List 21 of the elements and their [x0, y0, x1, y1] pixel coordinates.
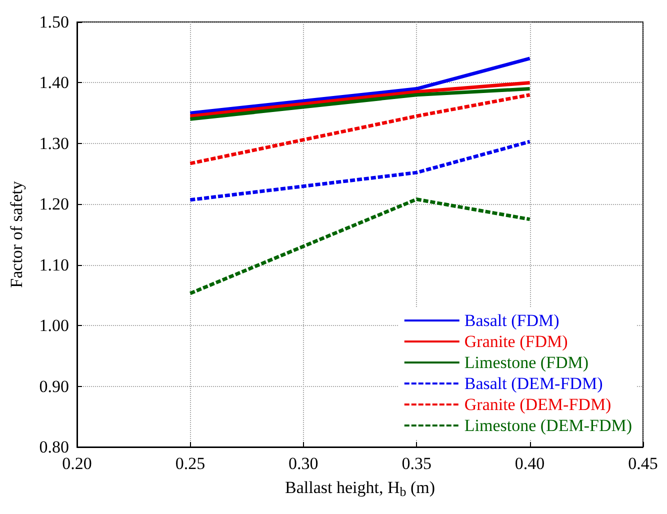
- legend-label: Basalt (DEM-FDM): [464, 374, 603, 393]
- y-tick-label: 0.90: [39, 376, 69, 396]
- x-tick-label: 0.30: [288, 454, 318, 473]
- y-tick-label: 0.80: [39, 438, 69, 456]
- x-tick-label: 0.40: [514, 454, 545, 473]
- legend-label: Limestone (DEM-FDM): [464, 416, 632, 435]
- y-tick-label: 1.10: [39, 255, 69, 274]
- legend-label: Limestone (FDM): [464, 353, 589, 372]
- x-tick-label: 0.25: [175, 454, 206, 473]
- legend-label: Granite (FDM): [464, 332, 568, 351]
- legend-label: Basalt (FDM): [464, 311, 560, 330]
- y-tick-label: 1.00: [39, 316, 69, 336]
- y-axis-title: Factor of safety: [7, 180, 26, 288]
- y-tick-label: 1.30: [39, 134, 69, 153]
- x-tick-label: 0.20: [62, 454, 92, 473]
- x-tick-label: 0.35: [402, 454, 432, 473]
- y-tick-label: 1.40: [39, 73, 69, 92]
- y-tick-label: 1.50: [39, 12, 69, 32]
- y-tick-label: 1.20: [39, 194, 69, 214]
- legend-label: Granite (DEM-FDM): [464, 395, 612, 414]
- x-tick-label: 0.45: [628, 454, 658, 473]
